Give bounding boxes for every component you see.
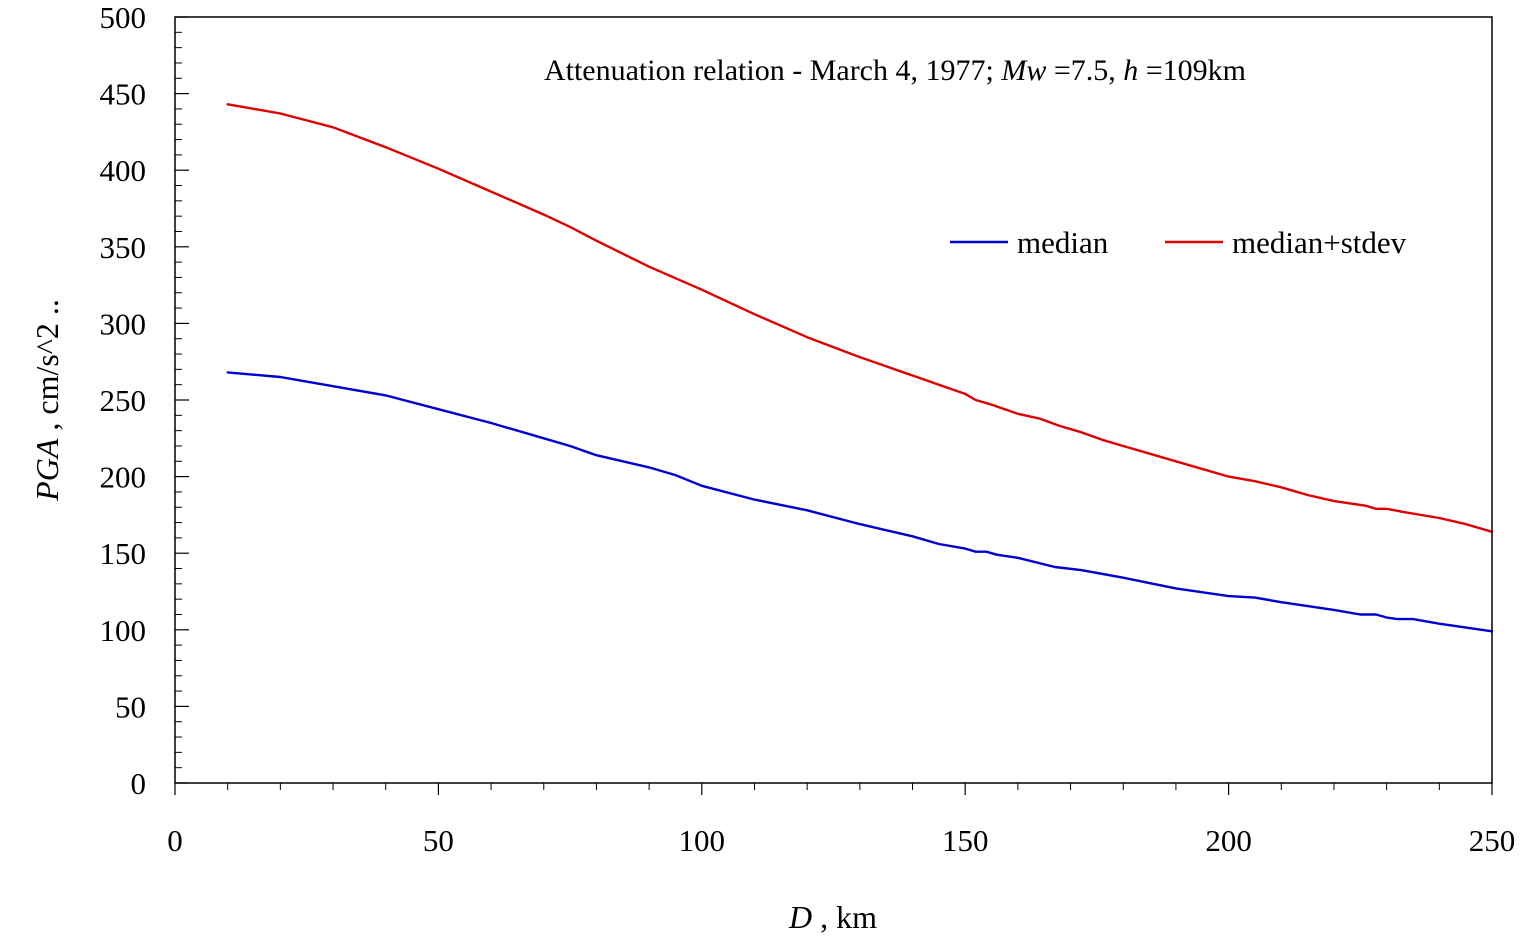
y-tick-label: 300 [100, 306, 147, 341]
y-tick-label: 400 [100, 153, 147, 188]
plot-frame [174, 16, 1493, 784]
x-tick-label: 100 [679, 823, 726, 858]
y-tick-label: 350 [100, 230, 147, 265]
x-tick-labels: 0 50 100 150 200 250 [167, 823, 1515, 858]
title-mw-value: =7.5, [1046, 54, 1123, 87]
chart-title: Attenuation relation - March 4, 1977; Mw… [544, 54, 1246, 87]
y-tick-label: 50 [115, 689, 146, 724]
title-mw-symbol: Mw [1000, 54, 1046, 87]
x-axis-unit: , km [812, 899, 877, 935]
series-line-median-stdev [226, 103, 1494, 533]
x-tick-label: 0 [167, 823, 183, 858]
y-tick-label: 450 [100, 77, 147, 112]
x-axis-symbol: D [788, 899, 812, 935]
x-tick-label: 200 [1205, 823, 1252, 858]
x-tick-label: 50 [423, 823, 454, 858]
x-tick-label: 150 [942, 823, 989, 858]
y-tick-label: 500 [100, 0, 147, 35]
plot-lines [226, 103, 1494, 633]
y-tick-label: 250 [100, 383, 147, 418]
y-tick-label: 150 [100, 536, 147, 571]
series-line-median [226, 371, 1494, 633]
legend-label-median: median [1017, 225, 1109, 260]
title-h-symbol: h [1123, 54, 1138, 87]
legend-label-median-stdev: median+stdev [1232, 225, 1407, 260]
y-axis-unit: , cm/s^2 .. [29, 299, 65, 438]
legend: median median+stdev [950, 225, 1407, 260]
y-tick-label: 100 [100, 613, 147, 648]
y-tick-label: 200 [100, 460, 147, 495]
x-tick-label: 250 [1469, 823, 1516, 858]
title-prefix: Attenuation relation - March 4, 1977; [544, 54, 1001, 87]
y-axis-symbol: PGA [29, 438, 65, 502]
minor-ticks [175, 31, 1440, 790]
y-tick-labels: 0 50 100 150 200 250 300 350 400 450 500 [100, 0, 147, 801]
y-tick-label: 0 [131, 766, 147, 801]
title-h-value: =109km [1138, 54, 1246, 87]
y-axis-label: PGA , cm/s^2 .. [29, 299, 65, 502]
x-axis-label: D , km [788, 899, 877, 935]
